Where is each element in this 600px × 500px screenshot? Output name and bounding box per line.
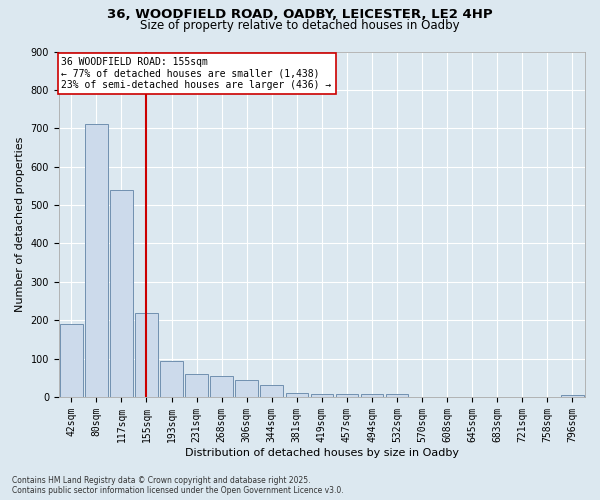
Text: 36 WOODFIELD ROAD: 155sqm
← 77% of detached houses are smaller (1,438)
23% of se: 36 WOODFIELD ROAD: 155sqm ← 77% of detac…	[61, 56, 332, 90]
Bar	[85, 124, 107, 397]
Bar	[235, 380, 258, 397]
Bar	[135, 312, 158, 397]
Bar	[335, 394, 358, 397]
Text: Contains HM Land Registry data © Crown copyright and database right 2025.
Contai: Contains HM Land Registry data © Crown c…	[12, 476, 344, 495]
Bar	[211, 376, 233, 397]
Text: 36, WOODFIELD ROAD, OADBY, LEICESTER, LE2 4HP: 36, WOODFIELD ROAD, OADBY, LEICESTER, LE…	[107, 8, 493, 20]
Text: Size of property relative to detached houses in Oadby: Size of property relative to detached ho…	[140, 18, 460, 32]
Bar	[311, 394, 333, 397]
Bar	[286, 393, 308, 397]
Bar	[260, 386, 283, 397]
Y-axis label: Number of detached properties: Number of detached properties	[15, 136, 25, 312]
Bar	[110, 190, 133, 397]
Bar	[185, 374, 208, 397]
Bar	[160, 360, 183, 397]
Bar	[361, 394, 383, 397]
Bar	[60, 324, 83, 397]
Bar	[561, 395, 584, 397]
Bar	[386, 394, 409, 397]
X-axis label: Distribution of detached houses by size in Oadby: Distribution of detached houses by size …	[185, 448, 459, 458]
